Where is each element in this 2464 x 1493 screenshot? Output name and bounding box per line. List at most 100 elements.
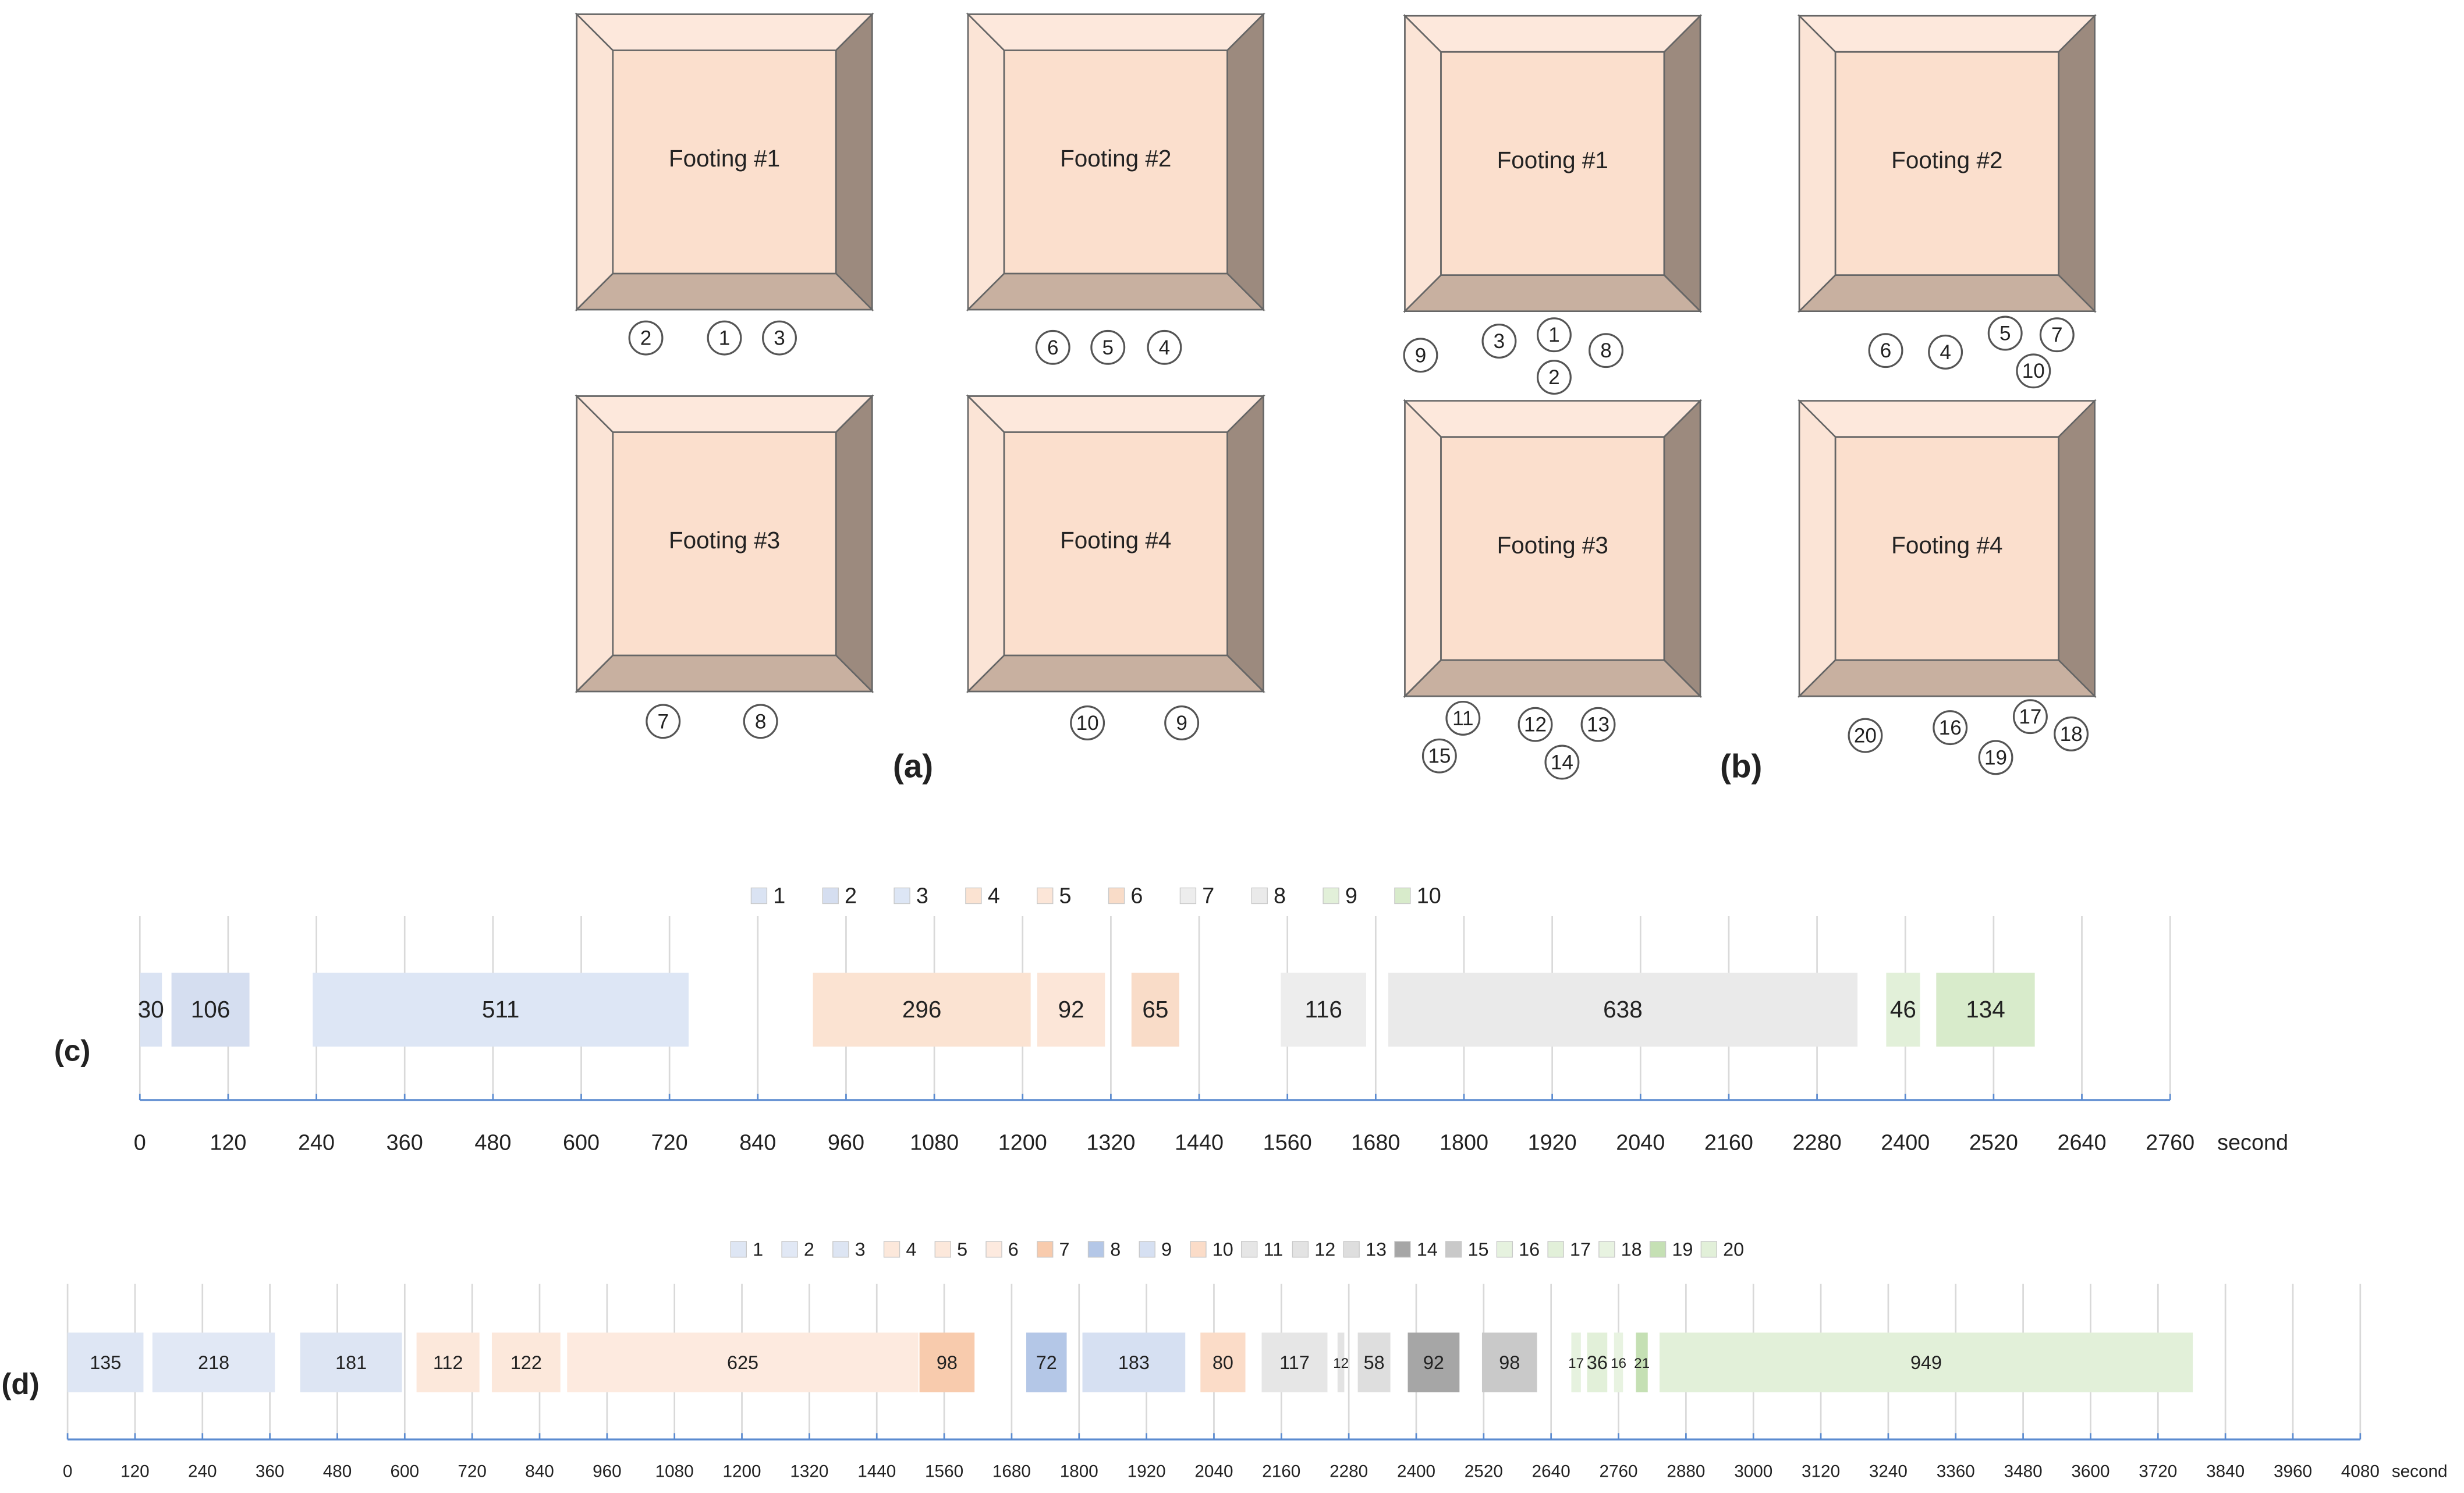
x-tick-label: 1800 [1060, 1462, 1098, 1481]
bar [1587, 1332, 1608, 1393]
marker-label: 14 [1551, 751, 1573, 774]
legend-label: 11 [1263, 1239, 1283, 1260]
marker-label: 2 [1548, 366, 1560, 389]
bar [813, 973, 1031, 1047]
x-tick-label: 3240 [1869, 1462, 1908, 1481]
footing-label: Footing #2 [1891, 147, 2002, 173]
x-tick-label: 1320 [790, 1462, 828, 1481]
marker-circle [743, 704, 778, 739]
footing-label: Footing #3 [1497, 531, 1608, 558]
legend-swatch [1292, 1241, 1309, 1258]
bevel-left [967, 12, 1005, 312]
legend-label: 20 [1723, 1239, 1744, 1260]
bar-label: 98 [937, 1352, 958, 1373]
footing-label: Footing #2 [1060, 145, 1171, 172]
x-tick-label: 2280 [1793, 1130, 1842, 1155]
x-tick-label: 1440 [1175, 1130, 1224, 1155]
marker-label: 3 [1494, 330, 1505, 353]
bevel-left [1404, 13, 1442, 313]
marker-circle [1848, 718, 1883, 753]
footing-face [612, 49, 837, 275]
x-tick-label: 840 [525, 1462, 554, 1481]
x-tick-label: 2760 [2146, 1130, 2194, 1155]
bevel-bottom [575, 272, 874, 311]
legend-label: 4 [906, 1239, 916, 1260]
bevel-top [966, 13, 1265, 51]
x-tick-label: 720 [458, 1462, 487, 1481]
legend-label: 14 [1417, 1239, 1438, 1260]
legend-label: 1 [773, 884, 785, 909]
footing: Footing #2 [966, 12, 1265, 312]
bevel-left [1798, 13, 1837, 313]
x-axis-label: second [2217, 1130, 2288, 1155]
marker-circle [1544, 744, 1580, 780]
x-tick-label: 960 [593, 1462, 622, 1481]
marker-circle [762, 320, 797, 356]
bar [140, 973, 162, 1047]
footing-face [1834, 436, 2059, 661]
x-tick-label: 2040 [1194, 1462, 1233, 1481]
x-tick-label: 2520 [1969, 1130, 2018, 1155]
legend-swatch [1037, 1241, 1054, 1258]
marker-label: 6 [1047, 336, 1059, 359]
marker-circle [1164, 705, 1200, 740]
bar-label: 46 [1890, 996, 1916, 1023]
x-tick-label: 2520 [1465, 1462, 1503, 1481]
marker-circle [1070, 705, 1105, 740]
marker-label: 19 [1984, 746, 2007, 769]
bevel-top [966, 395, 1265, 433]
legend-swatch [781, 1241, 798, 1258]
x-tick-label: 1200 [723, 1462, 761, 1481]
marker-circle [1518, 707, 1553, 742]
x-axis-label: second [2392, 1462, 2448, 1481]
bevel-right [2058, 13, 2096, 313]
bevel-right [1663, 399, 1701, 698]
marker-circle [2016, 353, 2051, 389]
marker-label: 16 [1939, 717, 1962, 739]
bevel-bottom [1797, 659, 2097, 697]
footing: Footing #3 [575, 394, 874, 694]
marker-label: 5 [1102, 336, 1114, 359]
bar-label: 949 [1910, 1352, 1942, 1373]
bar [1281, 973, 1366, 1047]
bevel-top [1797, 400, 2097, 438]
legend-swatch [1394, 1241, 1411, 1258]
x-tick-label: 3360 [1937, 1462, 1975, 1481]
legend-swatch [1547, 1241, 1564, 1258]
bar-label: 21 [1634, 1356, 1650, 1371]
x-tick-label: 1320 [1086, 1130, 1135, 1155]
bar [300, 1332, 402, 1393]
legend-label: 16 [1519, 1239, 1540, 1260]
bar-label: 16 [1611, 1356, 1626, 1371]
bar [1408, 1332, 1460, 1393]
legend-swatch [750, 887, 768, 905]
x-tick-label: 1680 [992, 1462, 1031, 1481]
footing-label: Footing #1 [1497, 147, 1608, 173]
footing-face [1003, 431, 1228, 657]
footing: Footing #3 [1403, 399, 1703, 698]
bar [152, 1332, 275, 1393]
legend-swatch [1700, 1241, 1718, 1258]
bar-label: 134 [1966, 996, 2005, 1023]
x-tick-label: 2640 [2057, 1130, 2106, 1155]
marker-label: 4 [1159, 336, 1171, 359]
x-tick-label: 480 [474, 1130, 511, 1155]
marker-circle [646, 704, 681, 739]
marker-label: 5 [1999, 322, 2011, 345]
bevel-left [1798, 399, 1837, 698]
legend-label: 12 [1314, 1239, 1335, 1260]
legend-label: 9 [1345, 884, 1357, 909]
bevel-right [835, 394, 873, 694]
bar-label: 511 [482, 996, 520, 1023]
bar-label: 36 [1587, 1352, 1608, 1373]
marker-label: 10 [1076, 712, 1099, 735]
legend-label: 2 [804, 1239, 814, 1260]
marker-circle [2054, 716, 2089, 751]
footing-face [1440, 51, 1665, 276]
legend-swatch [730, 1241, 747, 1258]
bar [1261, 1332, 1328, 1393]
legend-label: 19 [1672, 1239, 1693, 1260]
bar-label: 72 [1036, 1352, 1057, 1373]
